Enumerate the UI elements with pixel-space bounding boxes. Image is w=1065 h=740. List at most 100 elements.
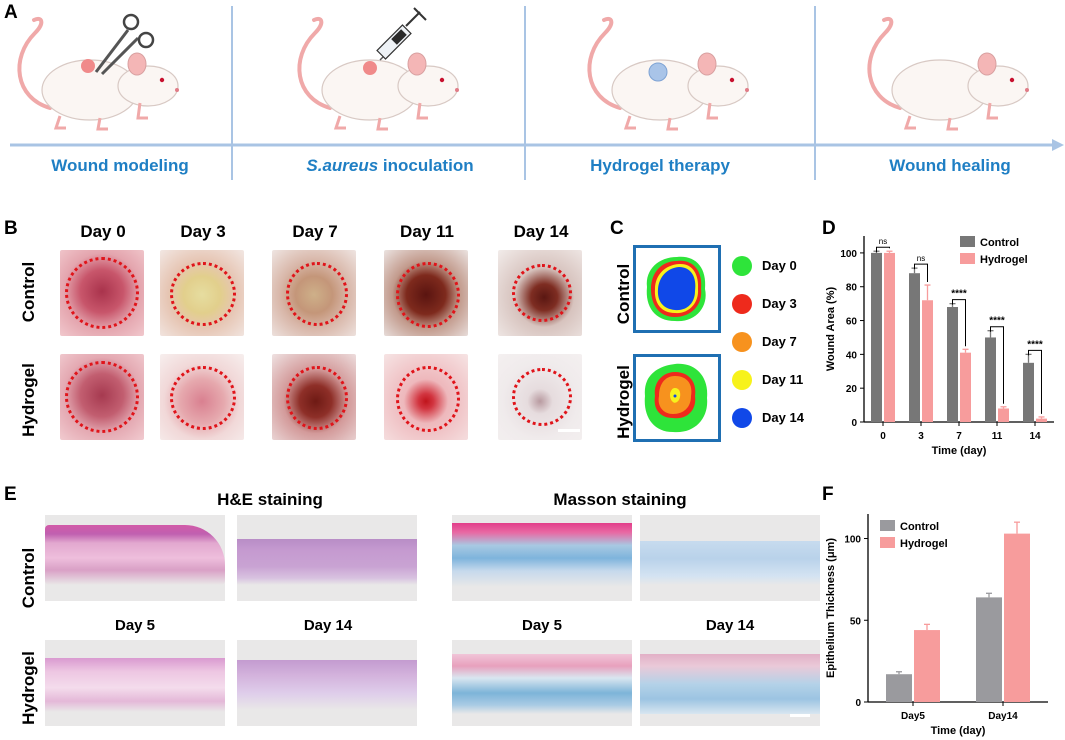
bar-control-0 <box>871 252 882 422</box>
legend-dot-day11 <box>732 370 752 390</box>
wound-photo-control-day14 <box>498 250 582 336</box>
bar-control-Day5 <box>886 674 912 702</box>
y-tick-label: 0 <box>855 698 861 709</box>
x-tick-label: 11 <box>992 431 1003 442</box>
stain-title-masson: Masson staining <box>553 490 687 509</box>
legend-label-control: Control <box>900 521 939 533</box>
y-tick-label: 80 <box>846 283 858 294</box>
step-inoculation-rest: inoculation <box>378 156 474 175</box>
legend-label-hydrogel: Hydrogel <box>980 254 1028 266</box>
legend-dot-day7 <box>732 332 752 352</box>
wound-outline <box>396 262 460 328</box>
step-inoculation: S.aureus inoculation <box>280 156 500 176</box>
masson-control-day14 <box>640 515 820 601</box>
step-wound-healing: Wound healing <box>889 156 1011 175</box>
rat-wound-healing <box>867 16 1031 132</box>
significance-label: ns <box>917 254 925 263</box>
he-control-day14 <box>237 515 417 601</box>
rat-inoculation <box>297 16 461 132</box>
timeline-arrowhead <box>1052 139 1064 151</box>
wound-photo-hydrogel-day11 <box>384 354 468 440</box>
masson-control-day5 <box>452 515 632 601</box>
bar-control-Day14 <box>976 597 1002 702</box>
wound-photo-hydrogel-day7 <box>272 354 356 440</box>
contour-map-hydrogel <box>633 354 721 442</box>
bar-hydrogel-11 <box>998 408 1009 422</box>
bar-control-14 <box>1023 362 1034 422</box>
wound-photo-control-day3 <box>160 250 244 336</box>
legend-label-hydrogel: Hydrogel <box>900 538 948 550</box>
day-head-11: Day 11 <box>400 222 454 241</box>
masson-day14-label: Day 14 <box>705 617 755 634</box>
he-control-day5 <box>45 515 225 601</box>
significance-bracket <box>1028 349 1042 414</box>
significance-label: **** <box>1027 339 1043 350</box>
day-head-14: Day 14 <box>513 222 569 241</box>
panel-label-f: F <box>822 484 834 505</box>
x-tick-label: Day14 <box>988 711 1018 722</box>
step-hydrogel-therapy: Hydrogel therapy <box>590 156 730 175</box>
significance-bracket <box>952 299 966 347</box>
wound-photo-hydrogel-day0 <box>60 354 144 440</box>
legend-swatch-control <box>960 236 975 247</box>
day-head-7: Day 7 <box>292 222 338 241</box>
scissors-icon <box>94 13 155 76</box>
rat-wound-modeling <box>17 16 182 132</box>
y-tick-label: 100 <box>844 535 861 546</box>
significance-bracket <box>914 263 928 283</box>
wound-photo-hydrogel-day3 <box>160 354 244 440</box>
x-tick-label: 7 <box>956 431 962 442</box>
wound-outline <box>65 257 139 329</box>
panel-label-b: B <box>4 218 18 239</box>
significance-label: **** <box>989 316 1005 327</box>
panel-a-illustration <box>10 6 1064 180</box>
day-head-0: Day 0 <box>80 222 126 241</box>
bar-hydrogel-Day5 <box>914 630 940 702</box>
wound-photo-control-day0 <box>60 250 144 336</box>
x-axis-label: Time (day) <box>932 445 987 457</box>
y-tick-label: 0 <box>851 418 857 429</box>
day-head-3: Day 3 <box>180 222 226 241</box>
legend-dot-day14 <box>732 408 752 428</box>
scale-bar <box>558 429 580 432</box>
x-tick-label: 3 <box>918 431 924 442</box>
legend-swatch-hydrogel <box>880 537 895 548</box>
y-tick-label: 40 <box>846 350 858 361</box>
wound-photo-control-day11 <box>384 250 468 336</box>
y-tick-label: 20 <box>846 384 858 395</box>
wound-outline <box>65 361 139 433</box>
legend-label-day0: Day 0 <box>762 258 797 273</box>
significance-bracket <box>990 326 1004 404</box>
bar-hydrogel-Day14 <box>1004 533 1030 702</box>
bar-control-11 <box>985 337 996 422</box>
significance-label: ns <box>879 237 887 246</box>
x-tick-label: Day5 <box>901 711 925 722</box>
contour-map-control <box>633 245 721 333</box>
row-label-hydrogel-b: Hydrogel <box>19 363 38 437</box>
panel-label-a: A <box>4 2 18 23</box>
x-tick-label: 0 <box>880 431 886 442</box>
bar-hydrogel-0 <box>884 252 895 422</box>
bar-control-7 <box>947 307 958 422</box>
syringe-icon <box>376 7 427 61</box>
he-day14-label: Day 14 <box>303 617 353 634</box>
x-tick-label: 14 <box>1029 431 1041 442</box>
y-tick-label: 100 <box>840 249 857 260</box>
x-axis-label: Time (day) <box>931 725 986 737</box>
he-day5-label: Day 5 <box>114 617 156 634</box>
legend-label-day11: Day 11 <box>762 372 804 387</box>
step-wound-modeling: Wound modeling <box>51 156 189 175</box>
wound-outline <box>286 366 348 430</box>
wound-outline <box>396 366 460 432</box>
panel-label-d: D <box>822 218 836 239</box>
wound-photo-hydrogel-day14 <box>498 354 582 440</box>
he-hydrogel-day14 <box>237 640 417 726</box>
bar-hydrogel-3 <box>922 300 933 422</box>
legend-label-day3: Day 3 <box>762 296 797 311</box>
masson-day5-label: Day 5 <box>521 617 563 634</box>
masson-hydrogel-day5 <box>452 640 632 726</box>
y-axis-label: Epithelium Thickness (μm) <box>825 538 837 678</box>
bar-hydrogel-7 <box>960 352 971 422</box>
legend-dot-day0 <box>732 256 752 276</box>
